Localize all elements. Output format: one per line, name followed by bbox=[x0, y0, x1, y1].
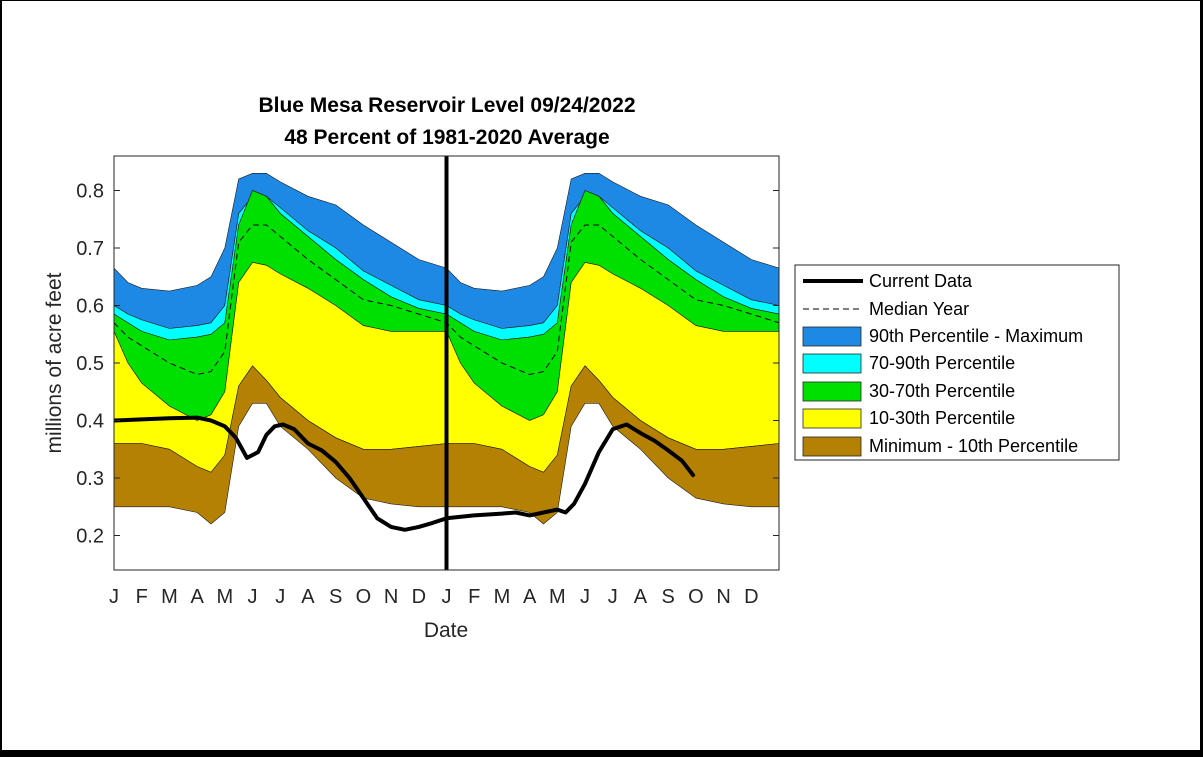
legend: Current Data Median Year 90th Percentile -… bbox=[794, 264, 1120, 461]
x-tick-label: N bbox=[384, 586, 398, 608]
x-tick-label: M bbox=[494, 586, 511, 608]
x-tick-label: M bbox=[216, 586, 233, 608]
y-tick-label: 0.7 bbox=[76, 238, 104, 260]
y-tick-label: 0.4 bbox=[76, 411, 104, 433]
x-tick-label: J bbox=[275, 586, 285, 608]
legend-swatch-p10_30 bbox=[802, 408, 862, 429]
x-tick-label: F bbox=[468, 586, 480, 608]
legend-label: Median Year bbox=[869, 299, 969, 319]
x-tick-label: A bbox=[523, 586, 537, 608]
x-tick-label: S bbox=[661, 586, 674, 608]
x-tick-label: D bbox=[744, 586, 758, 608]
current-data-line bbox=[114, 415, 696, 532]
x-tick-label: M bbox=[161, 586, 178, 608]
y-axis-label: millions of acre feet bbox=[43, 272, 66, 453]
y-axis: 0.2 0.3 0.4 0.5 0.6 0.7 0.8 bbox=[76, 181, 779, 548]
legend-label: 90th Percentile - Maximum bbox=[869, 326, 1083, 346]
legend-swatch-p30_70 bbox=[802, 381, 862, 402]
x-tick-label: M bbox=[549, 586, 566, 608]
legend-swatch-p70_90 bbox=[802, 353, 862, 374]
x-tick-label: O bbox=[356, 586, 372, 608]
x-tick-label: J bbox=[580, 586, 590, 608]
x-tick-label: A bbox=[301, 586, 315, 608]
y-tick-label: 0.8 bbox=[76, 181, 104, 203]
x-axis-label: Date bbox=[424, 619, 468, 642]
x-tick-label: J bbox=[442, 586, 452, 608]
x-tick-label: J bbox=[608, 586, 618, 608]
x-tick-label: O bbox=[688, 586, 704, 608]
chart-title-line-1: Blue Mesa Reservoir Level 09/24/2022 bbox=[258, 94, 635, 117]
y-tick-label: 0.6 bbox=[76, 296, 104, 318]
x-tick-label: A bbox=[190, 586, 204, 608]
x-tick-label: A bbox=[634, 586, 648, 608]
x-tick-label: S bbox=[329, 586, 342, 608]
y-tick-label: 0.5 bbox=[76, 353, 104, 375]
legend-label: 30-70th Percentile bbox=[869, 381, 1015, 401]
x-tick-label: F bbox=[136, 586, 148, 608]
legend-label: 10-30th Percentile bbox=[869, 408, 1015, 428]
y-tick-label: 0.2 bbox=[76, 526, 104, 548]
x-tick-label: N bbox=[716, 586, 730, 608]
y-tick-label: 0.3 bbox=[76, 468, 104, 490]
legend-swatch-min_10 bbox=[802, 436, 862, 457]
x-tick-label: J bbox=[248, 586, 258, 608]
x-tick-label: D bbox=[412, 586, 426, 608]
legend-swatch-p90_max bbox=[802, 326, 862, 347]
x-tick-label: J bbox=[109, 586, 119, 608]
chart-title-line-2: 48 Percent of 1981-2020 Average bbox=[284, 126, 609, 149]
legend-label: Minimum - 10th Percentile bbox=[869, 436, 1078, 456]
current-layer bbox=[114, 415, 696, 532]
legend-label: Current Data bbox=[869, 271, 973, 291]
legend-label: 70-90th Percentile bbox=[869, 353, 1015, 373]
